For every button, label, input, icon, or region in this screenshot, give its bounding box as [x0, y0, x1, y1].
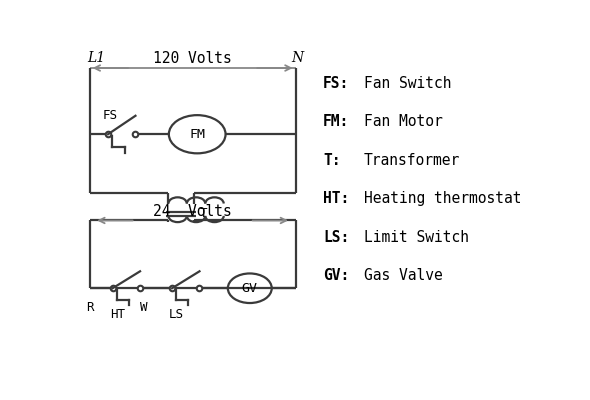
Text: Fan Motor: Fan Motor — [364, 114, 443, 129]
Text: LS:: LS: — [323, 230, 349, 245]
Text: HT: HT — [110, 308, 124, 321]
Text: Gas Valve: Gas Valve — [364, 268, 443, 283]
Text: Limit Switch: Limit Switch — [364, 230, 469, 245]
Text: GV: GV — [242, 282, 258, 295]
Text: FM: FM — [189, 128, 205, 141]
Text: LS: LS — [169, 308, 184, 321]
Text: Fan Switch: Fan Switch — [364, 76, 451, 91]
Text: FS: FS — [103, 109, 118, 122]
Text: Transformer: Transformer — [364, 153, 460, 168]
Text: R: R — [86, 300, 93, 314]
Text: T: T — [199, 207, 207, 220]
Text: W: W — [140, 300, 148, 314]
Text: T:: T: — [323, 153, 340, 168]
Text: N: N — [291, 51, 304, 65]
Text: FS:: FS: — [323, 76, 349, 91]
Text: 120 Volts: 120 Volts — [153, 52, 232, 66]
Text: Heating thermostat: Heating thermostat — [364, 191, 522, 206]
Text: 24  Volts: 24 Volts — [153, 204, 232, 219]
Text: FM:: FM: — [323, 114, 349, 129]
Text: HT:: HT: — [323, 191, 349, 206]
Text: L1: L1 — [87, 51, 106, 65]
Text: GV:: GV: — [323, 268, 349, 283]
